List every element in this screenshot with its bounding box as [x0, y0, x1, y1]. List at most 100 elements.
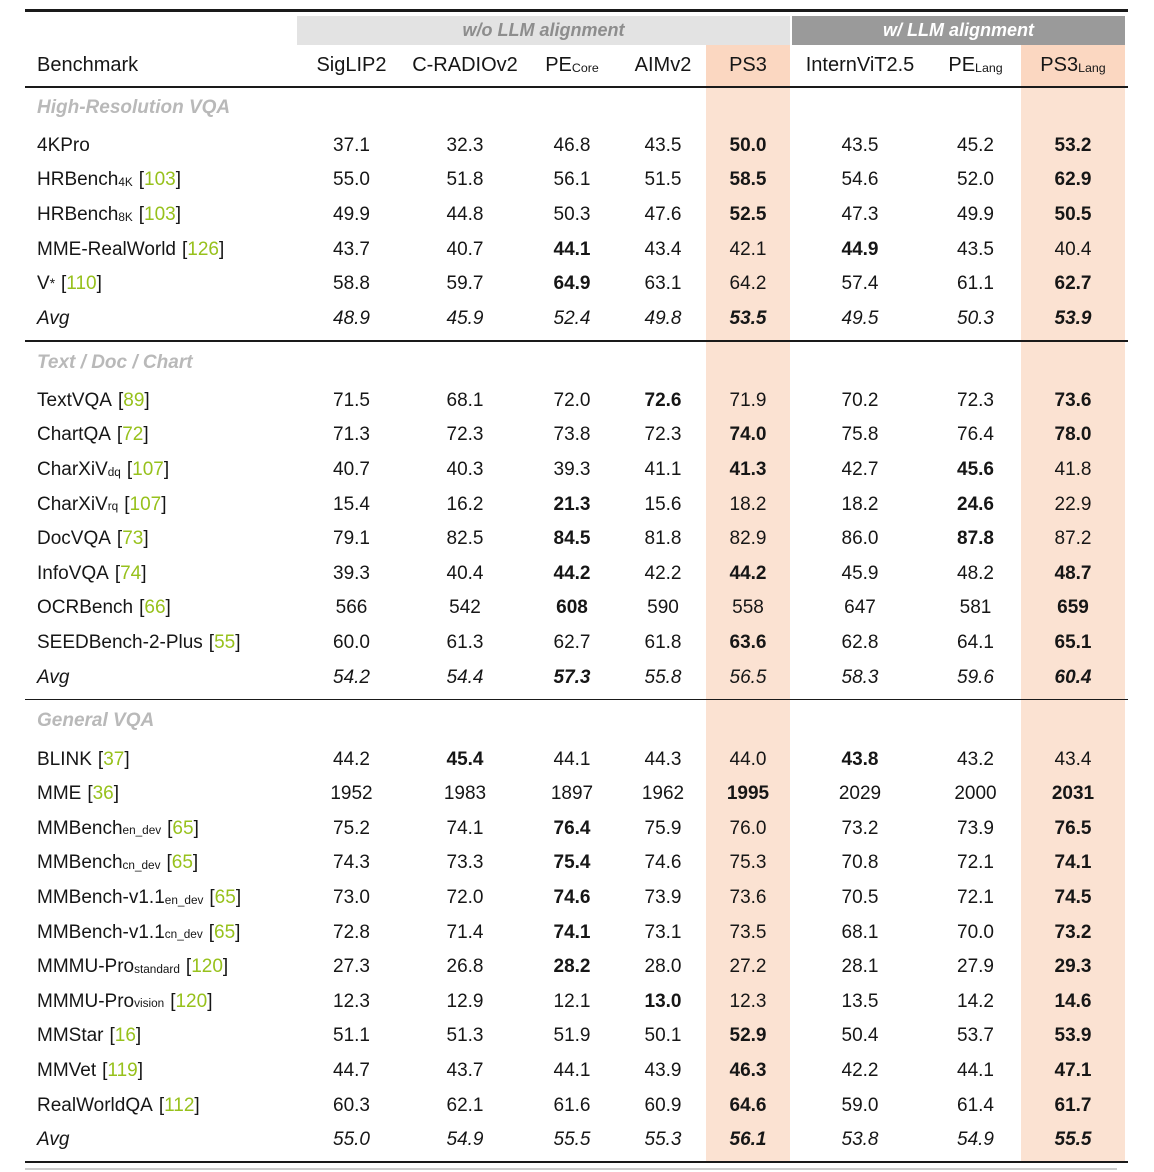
citation-number[interactable]: 126: [187, 238, 219, 260]
spacer-cell: [1021, 694, 1125, 699]
citation-link[interactable]: [74]: [114, 562, 147, 584]
citation-number[interactable]: 65: [214, 887, 236, 909]
top-rule: [25, 9, 1128, 12]
score-cell: 50.4: [841, 1025, 879, 1047]
citation-link[interactable]: [65]: [166, 852, 199, 874]
citation-link[interactable]: [36]: [87, 783, 120, 805]
score-cell: 57.3: [553, 666, 591, 688]
citation-link[interactable]: [112]: [158, 1094, 200, 1116]
score-cell: 52.0: [957, 169, 994, 191]
score-cell: 16.2: [446, 493, 484, 515]
citation-number[interactable]: 72: [122, 424, 144, 446]
citation-link[interactable]: [66]: [139, 597, 171, 619]
citation-number[interactable]: 110: [66, 273, 97, 295]
section-title-filler-cell: [1021, 700, 1125, 743]
score-cell: 37.1: [333, 134, 370, 156]
spacer-cell: [1021, 336, 1125, 341]
citation-number[interactable]: 36: [92, 783, 114, 805]
citation-number[interactable]: 65: [172, 817, 194, 839]
citation-link[interactable]: [120]: [170, 990, 213, 1012]
spacer-cell: [297, 336, 406, 340]
citation-number[interactable]: 107: [132, 459, 164, 481]
citation-link[interactable]: [37]: [97, 748, 130, 770]
score-cell: 72.0: [553, 389, 591, 411]
score-cell: 65.1: [1021, 625, 1125, 661]
score-cell: 1983: [443, 783, 487, 805]
score-cell: 78.0: [1021, 418, 1125, 453]
benchmark-name-cell: ChartQA [72]: [25, 418, 297, 453]
score-cell: 74.1: [446, 817, 484, 839]
citation-link[interactable]: [110]: [61, 273, 102, 295]
citation-link[interactable]: [65]: [209, 887, 242, 909]
score-cell: 22.9: [1021, 487, 1125, 522]
score-cell: 42.1: [706, 232, 790, 267]
score-cell: 72.3: [644, 424, 682, 446]
score-cell: 50.3: [553, 203, 591, 225]
citation-number[interactable]: 107: [129, 493, 162, 515]
score-cell: 21.3: [553, 493, 591, 515]
spacer-cell: [1021, 1157, 1125, 1161]
citation-number[interactable]: 55: [214, 632, 236, 654]
citation-link[interactable]: [120]: [185, 956, 229, 978]
section-rule: [25, 698, 1128, 701]
score-cell: 50.0: [706, 128, 790, 164]
section-title: High-Resolution VQA: [37, 97, 231, 118]
citation-link[interactable]: [107]: [124, 493, 167, 515]
citation-link[interactable]: [65]: [208, 921, 241, 943]
citation-link[interactable]: [103]: [138, 203, 181, 225]
citation-number[interactable]: 89: [123, 389, 145, 411]
citation-number[interactable]: 66: [144, 597, 166, 619]
section-title-filler-cell: [930, 88, 1021, 129]
table-row: MMBench cn_dev [65] 74.3 73.3 75.4 74.6 75.3 70.…: [25, 846, 1128, 881]
citation-link[interactable]: [16]: [109, 1025, 142, 1047]
score-cell: 2000: [954, 783, 997, 805]
score-cell: 49.8: [644, 307, 682, 329]
citation-number[interactable]: 65: [171, 852, 193, 874]
column-header-siglip2: SigLIP2: [316, 53, 387, 76]
citation-number[interactable]: 112: [164, 1094, 195, 1116]
score-cell: 42.2: [841, 1060, 879, 1082]
citation-number[interactable]: 119: [107, 1060, 138, 1082]
score-cell: 74.1: [553, 921, 591, 943]
benchmark-name: MMMU-Pro: [37, 956, 135, 978]
citation-number[interactable]: 37: [103, 748, 125, 770]
score-cell: 63.6: [706, 625, 790, 661]
citation-link[interactable]: [126]: [182, 238, 225, 260]
citation-link[interactable]: [73]: [116, 528, 149, 550]
score-cell: 1897: [550, 783, 594, 805]
citation-number[interactable]: 65: [214, 921, 236, 943]
score-cell: 13.5: [841, 990, 879, 1012]
score-cell: 70.5: [841, 887, 879, 909]
citation-link[interactable]: [72]: [116, 424, 149, 446]
citation-number[interactable]: 74: [120, 562, 142, 584]
citation-number[interactable]: 120: [175, 990, 208, 1012]
section-title-filler-cell: [790, 700, 930, 742]
citation-link[interactable]: [103]: [138, 169, 181, 191]
citation-link[interactable]: [65]: [167, 817, 199, 839]
score-cell: 73.2: [1021, 915, 1125, 950]
spacer-cell: [620, 695, 706, 699]
benchmark-name: V: [37, 273, 50, 295]
citation-number[interactable]: 73: [122, 528, 144, 550]
score-cell: 46.8: [553, 134, 591, 156]
section-title-filler-cell: [406, 88, 524, 129]
citation-number[interactable]: 16: [114, 1025, 136, 1047]
score-cell: 71.4: [446, 921, 484, 943]
column-header-pe-core: PE Core: [545, 53, 599, 76]
citation-number[interactable]: 103: [144, 203, 176, 225]
citation-link[interactable]: [107]: [126, 459, 170, 481]
score-cell: 87.2: [1021, 521, 1125, 557]
score-cell: 64.1: [957, 632, 994, 654]
citation-number[interactable]: 103: [144, 169, 176, 191]
score-cell: 61.3: [446, 632, 484, 654]
citation-link[interactable]: [119]: [102, 1060, 143, 1082]
score-cell: 75.2: [333, 817, 370, 839]
citation-link[interactable]: [55]: [208, 632, 241, 654]
benchmark-name: MMBench: [37, 852, 123, 874]
citation-link[interactable]: [89]: [117, 389, 150, 411]
citation-number[interactable]: 120: [191, 956, 223, 978]
table-row: MME [36] 1952 1983 1897 1962 1995 2029 2000 2031: [25, 777, 1128, 812]
score-cell: 14.2: [957, 990, 994, 1012]
column-header-ps3: PS3: [706, 44, 790, 86]
score-cell: 72.3: [957, 389, 994, 411]
